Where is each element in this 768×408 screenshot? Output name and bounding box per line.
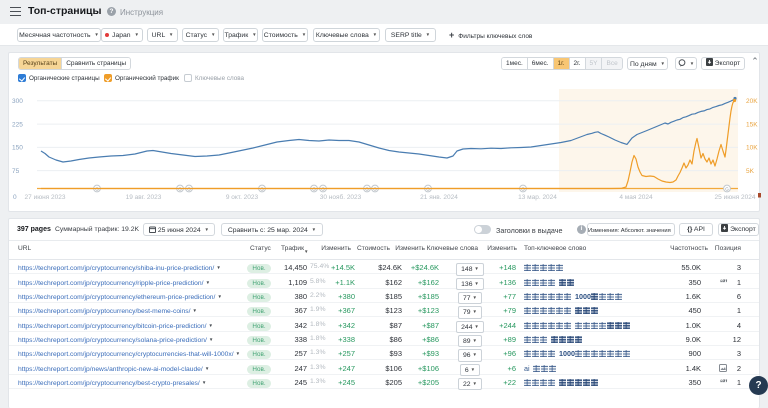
svg-text:G: G xyxy=(725,187,729,192)
svg-text:300: 300 xyxy=(12,98,23,105)
svg-text:19 авг. 2023: 19 авг. 2023 xyxy=(126,194,162,201)
svg-text:20K: 20K xyxy=(746,98,758,105)
svg-text:4 мая 2024: 4 мая 2024 xyxy=(619,194,653,201)
svg-text:27 июня 2023: 27 июня 2023 xyxy=(25,194,66,201)
svg-text:15K: 15K xyxy=(746,121,758,128)
svg-text:25 июня 2024: 25 июня 2024 xyxy=(715,194,756,201)
svg-text:30 нояб. 2023: 30 нояб. 2023 xyxy=(320,193,362,201)
svg-text:13 мар. 2024: 13 мар. 2024 xyxy=(518,194,557,201)
svg-text:75: 75 xyxy=(12,168,20,175)
svg-text:150: 150 xyxy=(12,145,23,152)
svg-text:225: 225 xyxy=(12,121,23,128)
svg-text:9 окт. 2023: 9 окт. 2023 xyxy=(226,194,259,201)
svg-text:10K: 10K xyxy=(746,145,758,152)
svg-text:21 янв. 2024: 21 янв. 2024 xyxy=(420,194,458,201)
svg-text:0: 0 xyxy=(13,194,17,201)
svg-text:5K: 5K xyxy=(746,168,755,175)
